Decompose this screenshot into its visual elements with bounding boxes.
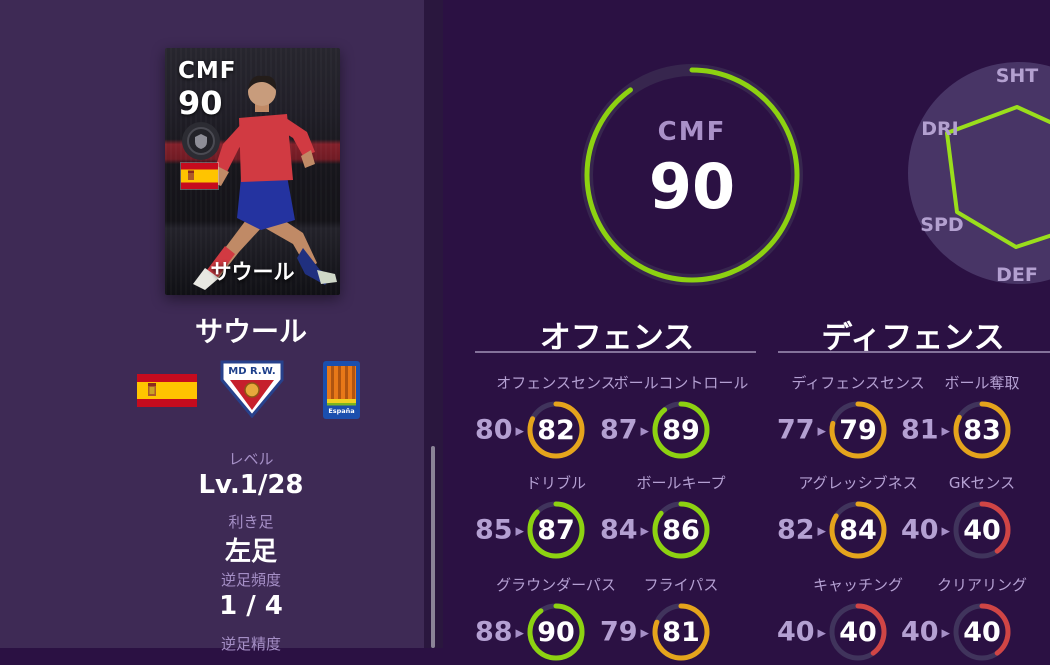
- offense-section-rule: [475, 351, 756, 353]
- radar-label-def: DEF: [996, 264, 1038, 286]
- stat-catching: キャッチング 40 ▶ 40: [777, 576, 903, 661]
- arrow-icon: ▶: [515, 524, 524, 538]
- offense-section-title: オフェンス: [539, 320, 695, 356]
- stat-clearing: クリアリング 40 ▶ 40: [901, 576, 1027, 661]
- radar-label-spd: SPD: [920, 214, 964, 236]
- stat-lofted-pass: フライパス 79 ▶ 81: [600, 576, 718, 661]
- club-badge-icon: [182, 122, 220, 160]
- stat-gk-sense: GKセンス 40 ▶ 40: [901, 474, 1015, 559]
- player-summary-panel[interactable]: CMF 90 サウール サウール MD R.W.: [0, 0, 424, 653]
- arrow-icon: ▶: [817, 524, 826, 538]
- arrow-icon: ▶: [640, 424, 649, 438]
- weak-foot-frequency-value: 1 / 4: [219, 591, 283, 621]
- spain-flag-icon: [181, 163, 218, 189]
- card-rating: 90: [178, 84, 223, 122]
- overall-rating-gauge: [581, 64, 803, 286]
- card-player-name: サウール: [210, 260, 295, 284]
- arrow-icon: ▶: [640, 626, 649, 640]
- stat-defense-sense: ディフェンスセンス 77 ▶ 79: [777, 374, 925, 459]
- arrow-icon: ▶: [515, 626, 524, 640]
- player-name: サウール: [194, 315, 308, 348]
- stat-aggressiveness: アグレッシブネス 82 ▶ 84: [777, 474, 918, 559]
- player-stats-panel: CMF 90 SHT DRI SPD DEF オフェンス ディフェンス オフェン…: [443, 0, 1050, 661]
- player-photo: [193, 75, 337, 290]
- strong-foot-label: 利き足: [228, 513, 274, 531]
- stat-ball-control: ボールコントロール 87 ▶ 89: [600, 374, 748, 459]
- arrow-icon: ▶: [941, 424, 950, 438]
- defense-section-rule: [778, 351, 1050, 353]
- arrow-icon: ▶: [640, 524, 649, 538]
- gauge-position: CMF: [657, 117, 727, 147]
- stat-dribbling: ドリブル 85 ▶ 87: [475, 474, 586, 559]
- level-value: Lv.1/28: [198, 470, 304, 500]
- weak-foot-frequency-label: 逆足頻度: [220, 571, 282, 589]
- player-card: CMF 90 サウール: [165, 48, 340, 295]
- svg-text:España: España: [328, 407, 354, 415]
- stat-ball-winning: ボール奪取 81 ▶ 83: [901, 374, 1020, 459]
- ability-radar-chart: [908, 62, 1050, 284]
- weak-foot-accuracy-label: 逆足精度: [220, 635, 282, 653]
- arrow-icon: ▶: [515, 424, 524, 438]
- arrow-icon: ▶: [817, 626, 826, 640]
- stat-ball-keep: ボールキープ 84 ▶ 86: [600, 474, 726, 559]
- nationality-flag-icon: [137, 374, 197, 407]
- gauge-rating: 90: [648, 150, 736, 223]
- arrow-icon: ▶: [941, 524, 950, 538]
- strong-foot-value: 左足: [224, 537, 278, 567]
- club-emblem-icon: MD R.W.: [220, 360, 284, 418]
- arrow-icon: ▶: [817, 424, 826, 438]
- svg-text:MD R.W.: MD R.W.: [228, 366, 275, 377]
- panel-divider: [424, 0, 443, 648]
- stat-offense-sense: オフェンスセンス 80 ▶ 82: [475, 374, 616, 459]
- level-label: レベル: [228, 450, 274, 468]
- stat-low-pass: グラウンダーパス 88 ▶ 90: [475, 576, 616, 661]
- radar-label-sht: SHT: [995, 65, 1039, 87]
- defense-section-title: ディフェンス: [821, 320, 1005, 356]
- card-position: CMF: [178, 58, 237, 84]
- league-emblem-icon: España: [323, 361, 360, 419]
- arrow-icon: ▶: [941, 626, 950, 640]
- player-emblems: MD R.W. España: [137, 360, 363, 420]
- radar-label-dri: DRI: [921, 118, 959, 140]
- scrollbar-thumb[interactable]: [431, 446, 435, 648]
